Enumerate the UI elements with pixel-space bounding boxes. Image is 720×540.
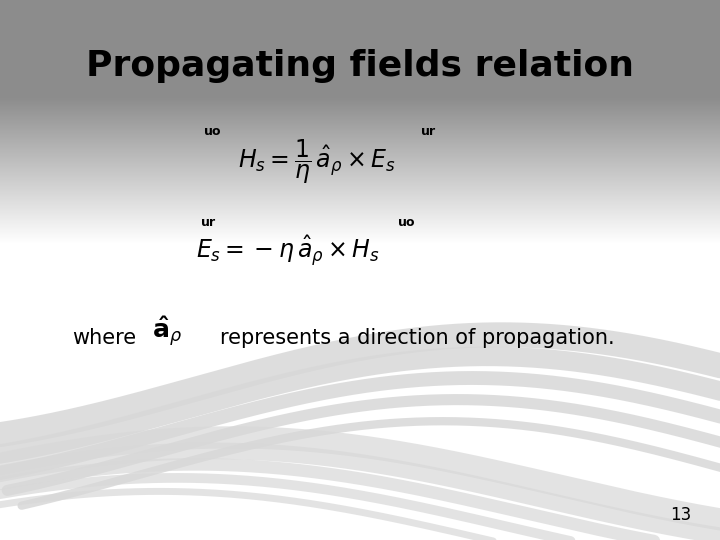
Text: represents a direction of propagation.: represents a direction of propagation. [220,327,614,348]
Text: where: where [72,327,136,348]
Text: Propagating fields relation: Propagating fields relation [86,49,634,83]
Text: $\mathbf{uo}$: $\mathbf{uo}$ [397,217,416,230]
Text: $H_s = \dfrac{1}{\eta}\,\hat{a}_\rho \times E_s$: $H_s = \dfrac{1}{\eta}\,\hat{a}_\rho \ti… [238,138,396,186]
Text: $\mathbf{uo}$: $\mathbf{uo}$ [203,125,222,138]
Text: $E_s = -\eta\,\hat{a}_\rho \times H_s$: $E_s = -\eta\,\hat{a}_\rho \times H_s$ [196,233,380,269]
Text: $\mathbf{ur}$: $\mathbf{ur}$ [200,217,217,230]
Text: $\mathbf{ur}$: $\mathbf{ur}$ [420,125,437,138]
Text: 13: 13 [670,506,691,524]
Text: $\mathbf{\hat{a}}_\rho$: $\mathbf{\hat{a}}_\rho$ [152,315,182,349]
